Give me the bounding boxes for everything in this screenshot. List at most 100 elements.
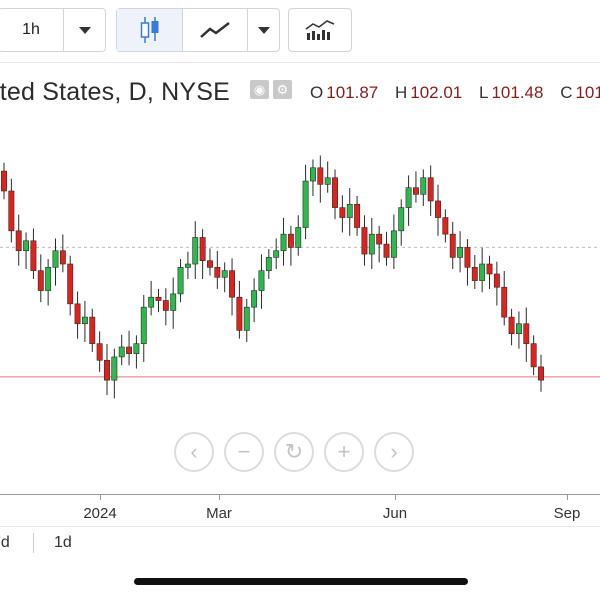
- time-tick: [567, 495, 568, 500]
- candle-down: [449, 233, 456, 258]
- zoom-out-button[interactable]: −: [224, 432, 264, 472]
- candle-up: [81, 316, 88, 325]
- chart-style-selector[interactable]: [116, 8, 280, 52]
- line-style-button[interactable]: [182, 9, 247, 51]
- candle-up: [192, 237, 199, 265]
- candle-up: [111, 356, 118, 381]
- candle-up: [273, 250, 280, 258]
- candle-down: [412, 187, 419, 195]
- candle-up: [148, 296, 155, 308]
- candle-up: [118, 346, 125, 358]
- candle-up: [405, 187, 412, 208]
- candle-down: [361, 227, 368, 255]
- indicators-icon: [305, 20, 335, 40]
- scroll-left-button[interactable]: ‹: [174, 432, 214, 472]
- candle-down: [67, 263, 74, 305]
- candle-down: [236, 296, 243, 331]
- time-tick: [100, 495, 101, 500]
- interval-selector[interactable]: 1h: [0, 8, 106, 52]
- candle-up: [177, 267, 184, 295]
- candle-down: [89, 316, 96, 344]
- candle-up: [457, 247, 464, 258]
- price-chart[interactable]: [0, 118, 600, 493]
- candle-up: [265, 257, 272, 271]
- scroll-right-button[interactable]: ›: [374, 432, 414, 472]
- time-label-mar: Mar: [206, 505, 232, 522]
- candle-down: [442, 217, 449, 235]
- candle-up: [310, 167, 316, 182]
- time-label-jun: Jun: [382, 505, 408, 522]
- candle-up: [221, 270, 228, 278]
- high-value: 102.01: [410, 83, 463, 102]
- candle-up: [133, 343, 140, 354]
- candle-down: [383, 243, 390, 258]
- range-1d[interactable]: 1d: [54, 534, 72, 551]
- candle-down: [8, 190, 15, 232]
- candle-up: [390, 230, 397, 258]
- candle-down: [37, 270, 44, 291]
- candle-down: [30, 240, 37, 271]
- candle-up: [302, 180, 309, 228]
- indicators-cell[interactable]: [289, 9, 351, 51]
- candle-down: [59, 250, 66, 265]
- candle-down: [15, 230, 22, 252]
- plus-icon: +: [337, 439, 351, 464]
- style-dropdown-button[interactable]: [247, 9, 279, 51]
- candle-down: [214, 267, 221, 278]
- candle-down: [508, 316, 515, 335]
- candle-down: [317, 167, 324, 185]
- candle-down: [538, 366, 544, 381]
- close-value: 101.: [575, 83, 600, 102]
- candle-down: [229, 270, 235, 298]
- interval-dropdown-button[interactable]: [63, 9, 105, 51]
- candle-up: [45, 267, 52, 291]
- candle-up: [23, 240, 30, 252]
- reference-lines: [0, 246, 600, 378]
- gear-icon[interactable]: ⚙: [273, 80, 292, 99]
- interval-label: 1h: [22, 21, 40, 38]
- candle-down: [199, 237, 206, 261]
- candle-down: [162, 300, 169, 311]
- close-label: C: [560, 83, 573, 102]
- time-label-sep: Sep: [553, 505, 581, 522]
- candle-up: [243, 306, 250, 331]
- legend-controls: ◉ ⚙: [250, 80, 292, 99]
- time-tick: [219, 495, 220, 500]
- chevron-right-icon: ›: [390, 439, 398, 464]
- symbol-title: ited States, D, NYSE: [0, 78, 231, 106]
- chart-toolbar: 1h: [0, 0, 600, 63]
- low-label: L: [478, 83, 489, 102]
- zoom-in-button[interactable]: +: [324, 432, 364, 472]
- open-value: 101.87: [326, 83, 379, 102]
- candle-down: [427, 177, 434, 202]
- interval-button[interactable]: 1h: [0, 9, 63, 51]
- candle-up: [295, 227, 302, 248]
- candle-down: [435, 200, 441, 218]
- indicators-button[interactable]: [288, 8, 352, 52]
- line-chart-icon: [200, 22, 231, 38]
- candle-down: [471, 267, 478, 281]
- candle-down: [354, 203, 361, 228]
- eye-icon[interactable]: ◉: [250, 80, 269, 99]
- time-label-2024: 2024: [83, 505, 117, 522]
- candle-down: [523, 323, 530, 344]
- symbol-legend: ited States, D, NYSE ◉ ⚙ O 101.87 H 102.01…: [0, 78, 600, 110]
- candle-down: [126, 346, 133, 354]
- chevron-left-icon: ‹: [190, 439, 198, 464]
- candle-down: [207, 260, 213, 268]
- candlestick-style-button[interactable]: [117, 9, 183, 51]
- candle-down: [1, 170, 7, 192]
- candle-up: [184, 263, 191, 268]
- candle-up: [258, 270, 265, 291]
- candle-down: [287, 233, 294, 248]
- refresh-icon: ↻: [284, 439, 304, 464]
- range-7d[interactable]: 7d: [0, 534, 10, 551]
- home-indicator[interactable]: [134, 578, 468, 585]
- chart-navigation: ‹ − ↻ + ›: [174, 432, 414, 472]
- candle-up: [170, 293, 177, 311]
- candle-up: [398, 207, 405, 232]
- candle-down: [464, 247, 471, 268]
- reset-button[interactable]: ↻: [274, 432, 314, 472]
- candlestick-icon: [140, 17, 159, 43]
- candle-up: [420, 177, 427, 195]
